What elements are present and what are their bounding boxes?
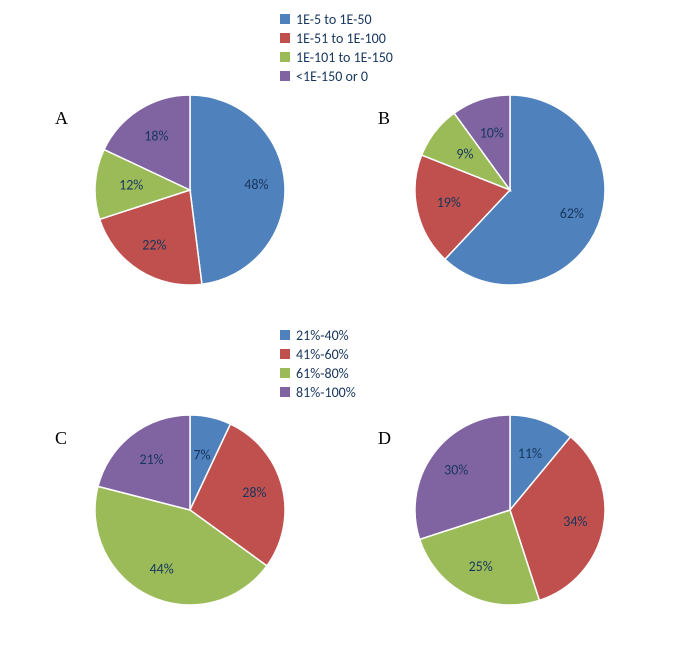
pie-slice-label: 22%: [142, 236, 166, 253]
pie-slice-label: 7%: [193, 447, 210, 464]
pie-slice-label: 62%: [560, 205, 584, 222]
legend-swatch: [280, 387, 290, 397]
legend-label: 1E-5 to 1E-50: [296, 11, 372, 28]
legend-label: 81%-100%: [296, 384, 356, 401]
legend-item: 1E-51 to 1E-100: [280, 29, 393, 47]
legend-item: 21%-40%: [280, 326, 356, 344]
legend-item: 41%-60%: [280, 345, 356, 363]
pie-slice-label: 10%: [480, 124, 504, 141]
legend-label: 21%-40%: [296, 327, 349, 344]
pie-slice: [190, 95, 285, 284]
legend-swatch: [280, 52, 290, 62]
panel-label-a: A: [55, 108, 68, 129]
pie-slice-label: 25%: [469, 558, 493, 575]
pie-slice-label: 44%: [150, 561, 174, 578]
legend-item: 1E-5 to 1E-50: [280, 10, 393, 28]
legend-item: 81%-100%: [280, 383, 356, 401]
pie-chart-a: 48% 22% 12% 18%: [90, 90, 290, 290]
pie-chart-c: 7% 28% 44% 21%: [90, 410, 290, 610]
legend-top: 1E-5 to 1E-50 1E-51 to 1E-100 1E-101 to 1E…: [280, 10, 393, 85]
legend-item: <1E-150 or 0: [280, 67, 393, 85]
legend-label: 41%-60%: [296, 346, 349, 363]
pie-slice-label: 28%: [242, 484, 266, 501]
legend-swatch: [280, 349, 290, 359]
pie-slice-label: 12%: [119, 177, 143, 194]
pie-chart-d: 11% 34% 25% 30%: [410, 410, 610, 610]
legend-swatch: [280, 330, 290, 340]
pie-slice-label: 48%: [244, 176, 268, 193]
legend-bottom: 21%-40% 41%-60% 61%-80% 81%-100%: [280, 326, 356, 401]
pie-slice-label: 21%: [139, 451, 163, 468]
panel-label-d: D: [378, 428, 391, 449]
legend-swatch: [280, 14, 290, 24]
pie-slice-label: 34%: [563, 513, 587, 530]
pie-slice-label: 18%: [144, 127, 168, 144]
legend-swatch: [280, 71, 290, 81]
pie-slice-label: 30%: [444, 461, 468, 478]
panel-label-c: C: [55, 428, 67, 449]
legend-item: 1E-101 to 1E-150: [280, 48, 393, 66]
legend-label: <1E-150 or 0: [296, 68, 368, 85]
legend-swatch: [280, 368, 290, 378]
pie-slice-label: 9%: [456, 145, 473, 162]
pie-slice-label: 19%: [437, 194, 461, 211]
pie-chart-b: 62% 19% 9% 10%: [410, 90, 610, 290]
pie-slice-label: 11%: [518, 445, 542, 462]
legend-item: 61%-80%: [280, 364, 356, 382]
panel-label-b: B: [378, 108, 390, 129]
legend-label: 1E-51 to 1E-100: [296, 30, 386, 47]
legend-label: 61%-80%: [296, 365, 349, 382]
legend-swatch: [280, 33, 290, 43]
legend-label: 1E-101 to 1E-150: [296, 49, 393, 66]
